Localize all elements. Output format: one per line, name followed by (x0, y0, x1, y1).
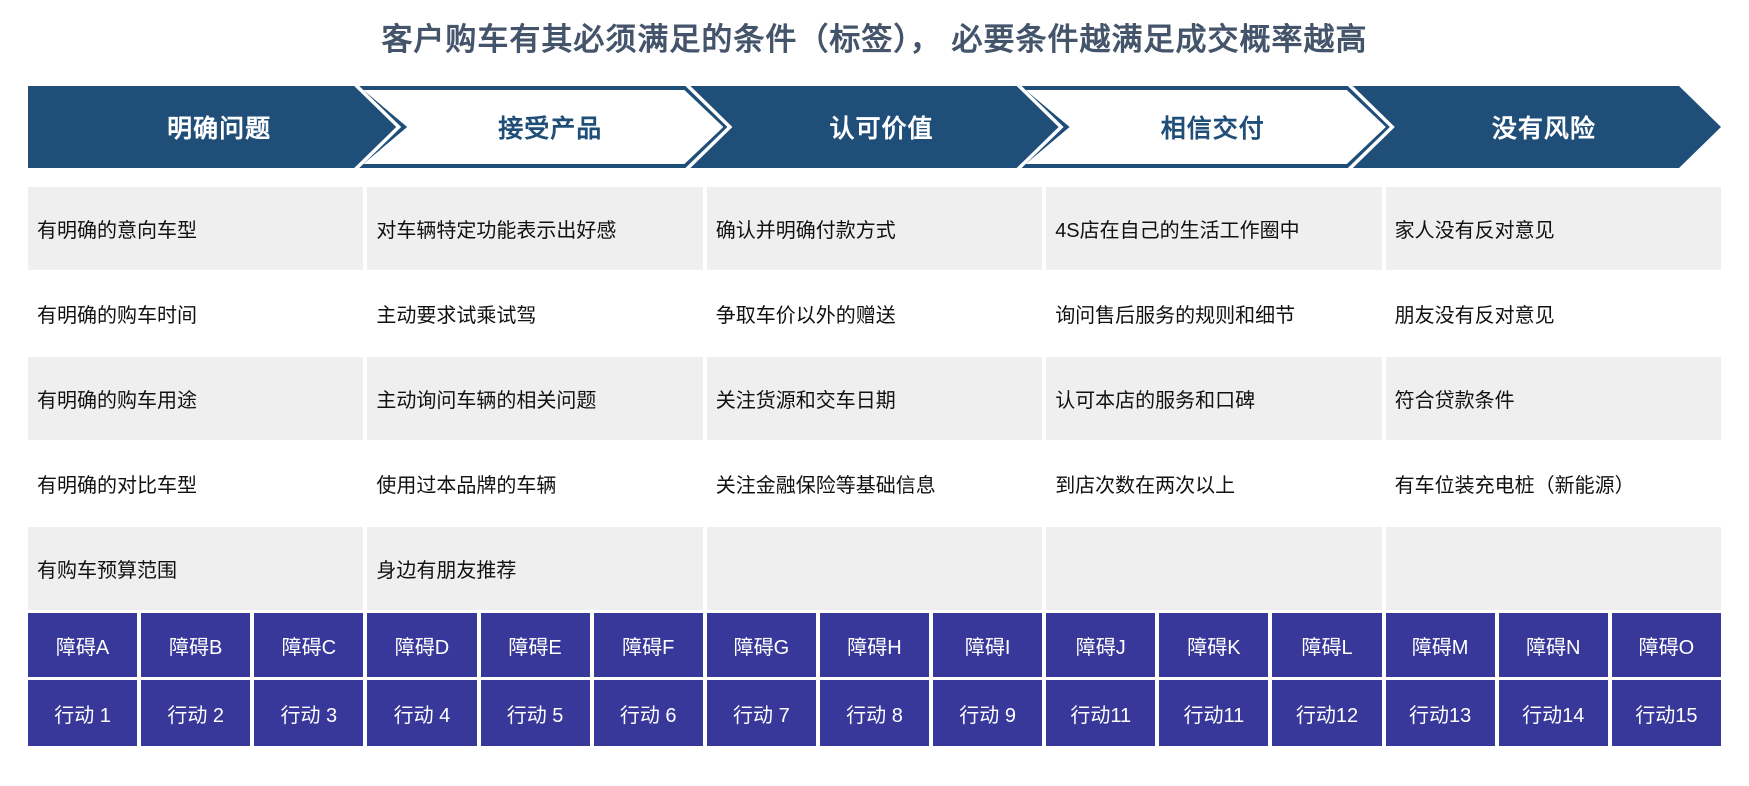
stage-arrow-2: 接受产品 (359, 86, 727, 168)
action-cell: 行动13 (1385, 680, 1495, 746)
obstacle-cell: 障碍H (819, 613, 930, 677)
obstacle-cell: 障碍L (1272, 613, 1382, 677)
chevron-shape (359, 86, 727, 168)
criteria-cell: 身边有朋友推荐 (367, 527, 703, 610)
chevron-shape (28, 86, 396, 168)
action-cell: 行动 7 (706, 680, 816, 746)
criteria-cell: 争取车价以外的赠送 (706, 272, 1043, 355)
action-cell: 行动 2 (141, 680, 251, 746)
chevron-shape (690, 86, 1058, 168)
criteria-cell: 使用过本品牌的车辆 (367, 442, 703, 525)
criteria-cell: 对车辆特定功能表示出好感 (367, 187, 703, 270)
criteria-cell: 符合贷款条件 (1385, 357, 1721, 440)
criteria-cell: 到店次数在两次以上 (1046, 442, 1382, 525)
obstacle-cell: 障碍D (367, 613, 477, 677)
stage-arrow-5: 没有风险 (1353, 86, 1721, 168)
criteria-cell: 4S店在自己的生活工作圈中 (1046, 187, 1382, 270)
stage-label: 接受产品 (498, 115, 603, 143)
criteria-cell: 确认并明确付款方式 (706, 187, 1043, 270)
stage-arrow-1: 明确问题 (28, 86, 396, 168)
obstacle-cell: 障碍I (933, 613, 1043, 677)
action-cell: 行动 6 (593, 680, 703, 746)
stage-banner: 明确问题 接受产品 认可价值 相信交付 没有风险 (28, 86, 1721, 168)
obstacle-cell: 障碍K (1159, 613, 1269, 677)
stage-arrow-4: 相信交付 (1022, 86, 1390, 168)
stage-label: 没有风险 (1491, 115, 1596, 143)
action-cell: 行动11 (1046, 680, 1156, 746)
stage-label: 认可价值 (829, 115, 934, 143)
obstacle-cell: 障碍G (706, 613, 816, 677)
obstacle-cell: 障碍F (593, 613, 703, 677)
criteria-cell (1046, 527, 1382, 610)
criteria-cell: 关注货源和交车日期 (706, 357, 1043, 440)
obstacle-cell: 障碍M (1385, 613, 1495, 677)
action-cell: 行动 3 (254, 680, 364, 746)
obstacle-action-table: 障碍A 障碍B 障碍C 障碍D 障碍E 障碍F 障碍G 障碍H 障碍I 障碍J … (28, 613, 1721, 746)
obstacle-cell: 障碍B (141, 613, 251, 677)
criteria-cell (706, 527, 1043, 610)
action-cell: 行动 1 (28, 680, 138, 746)
criteria-cell: 主动要求试乘试驾 (367, 272, 703, 355)
chevron-shape (1022, 86, 1390, 168)
criteria-cell: 认可本店的服务和口碑 (1046, 357, 1382, 440)
page-title: 客户购车有其必须满足的条件（标签）， 必要条件越满足成交概率越高 (381, 22, 1368, 57)
criteria-cell: 朋友没有反对意见 (1385, 272, 1721, 355)
obstacle-cell: 障碍J (1046, 613, 1156, 677)
action-cell: 行动 5 (480, 680, 590, 746)
action-cell: 行动 9 (933, 680, 1043, 746)
criteria-cell: 有明确的对比车型 (28, 442, 364, 525)
criteria-cell: 关注金融保险等基础信息 (706, 442, 1043, 525)
criteria-cell: 有明确的意向车型 (28, 187, 364, 270)
obstacle-cell: 障碍A (28, 613, 138, 677)
chevron-shape (1353, 86, 1721, 168)
obstacle-cell: 障碍O (1611, 613, 1721, 677)
action-cell: 行动12 (1272, 680, 1382, 746)
action-cell: 行动15 (1611, 680, 1721, 746)
obstacle-cell: 障碍N (1498, 613, 1608, 677)
action-cell: 行动 8 (819, 680, 930, 746)
criteria-cell: 主动询问车辆的相关问题 (367, 357, 703, 440)
criteria-cell: 询问售后服务的规则和细节 (1046, 272, 1382, 355)
criteria-cell: 有明确的购车时间 (28, 272, 364, 355)
action-cell: 行动 4 (367, 680, 477, 746)
criteria-cell: 有车位装充电桩（新能源） (1385, 442, 1721, 525)
obstacle-cell: 障碍E (480, 613, 590, 677)
criteria-cell (1385, 527, 1721, 610)
stage-label: 明确问题 (167, 115, 272, 143)
criteria-grid: 有明确的意向车型 对车辆特定功能表示出好感 确认并明确付款方式 4S店在自己的生… (28, 187, 1721, 610)
criteria-cell: 有购车预算范围 (28, 527, 364, 610)
slide: 客户购车有其必须满足的条件（标签）， 必要条件越满足成交概率越高 明确问题 接受… (0, 0, 1749, 746)
criteria-cell: 有明确的购车用途 (28, 357, 364, 440)
stage-label: 相信交付 (1160, 115, 1265, 143)
action-cell: 行动11 (1159, 680, 1269, 746)
action-cell: 行动14 (1498, 680, 1608, 746)
criteria-cell: 家人没有反对意见 (1385, 187, 1721, 270)
obstacle-cell: 障碍C (254, 613, 364, 677)
stage-arrow-3: 认可价值 (690, 86, 1058, 168)
